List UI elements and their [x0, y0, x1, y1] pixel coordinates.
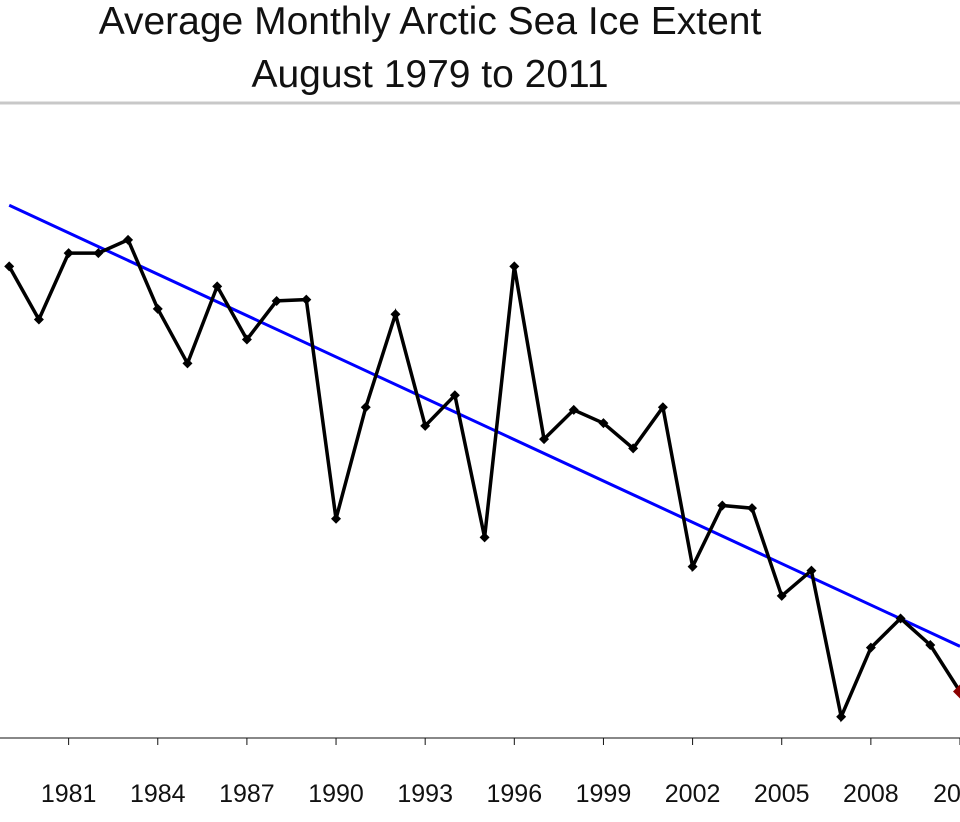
data-point-1985 [182, 358, 193, 369]
data-point-2010 [925, 640, 936, 651]
data-point-2009 [895, 613, 906, 624]
trend-line [8, 203, 960, 648]
data-point-2004 [747, 503, 758, 514]
data-point-1993 [420, 420, 431, 431]
data-point-2006 [806, 565, 817, 576]
series-layer [7, 237, 960, 723]
x-tick-label-1996: 1996 [487, 780, 543, 808]
data-point-1994 [449, 390, 460, 401]
data-point-2005 [776, 590, 787, 601]
data-point-2001 [657, 402, 668, 413]
data-point-1982 [93, 248, 104, 259]
x-tick-label-1999: 1999 [576, 780, 632, 808]
x-axis-ticks [68, 738, 960, 745]
x-tick-label-2002: 2002 [665, 780, 721, 808]
x-tick-label-1990: 1990 [308, 780, 364, 808]
x-tick-label-1987: 1987 [219, 780, 275, 808]
data-point-1989 [301, 294, 312, 305]
data-point-1981 [63, 248, 74, 259]
data-point-1991 [360, 402, 371, 413]
x-tick-label-2011: 2011 [933, 780, 960, 808]
data-point-1988 [271, 295, 282, 306]
data-point-2003 [717, 500, 728, 511]
series-line [7, 237, 960, 723]
data-point-2002 [687, 561, 698, 572]
data-point-1999 [598, 418, 609, 429]
x-tick-label-1984: 1984 [130, 780, 186, 808]
x-tick-label-2005: 2005 [754, 780, 810, 808]
chart-subtitle: August 1979 to 2011 [251, 53, 609, 96]
data-point-1997 [539, 434, 550, 445]
chart-title: Average Monthly Arctic Sea Ice Extent [98, 0, 762, 43]
x-tick-label-1993: 1993 [397, 780, 453, 808]
data-point-2008 [865, 642, 876, 653]
trend-line-layer [8, 203, 960, 648]
data-point-1996 [509, 261, 520, 272]
data-point-1998 [568, 404, 579, 415]
x-axis-tick-labels: 1981 1984 1987 1990 1993 1996 1999 2002 2005 2008… [41, 780, 960, 808]
highlight-point-2011 [953, 684, 960, 699]
x-tick-label-2008: 2008 [843, 780, 899, 808]
data-point-1987 [241, 334, 252, 345]
data-point-2007 [836, 711, 847, 722]
data-point-1990 [331, 513, 342, 524]
data-point-1983 [123, 234, 134, 245]
data-point-1995 [479, 532, 490, 543]
data-points-layer [4, 234, 960, 722]
data-point-1979 [4, 261, 15, 272]
data-point-1984 [152, 303, 163, 314]
data-point-1980 [33, 314, 44, 325]
data-point-1986 [212, 281, 223, 292]
data-point-1992 [390, 309, 401, 320]
x-tick-label-1981: 1981 [41, 780, 97, 808]
data-point-2000 [628, 443, 639, 454]
